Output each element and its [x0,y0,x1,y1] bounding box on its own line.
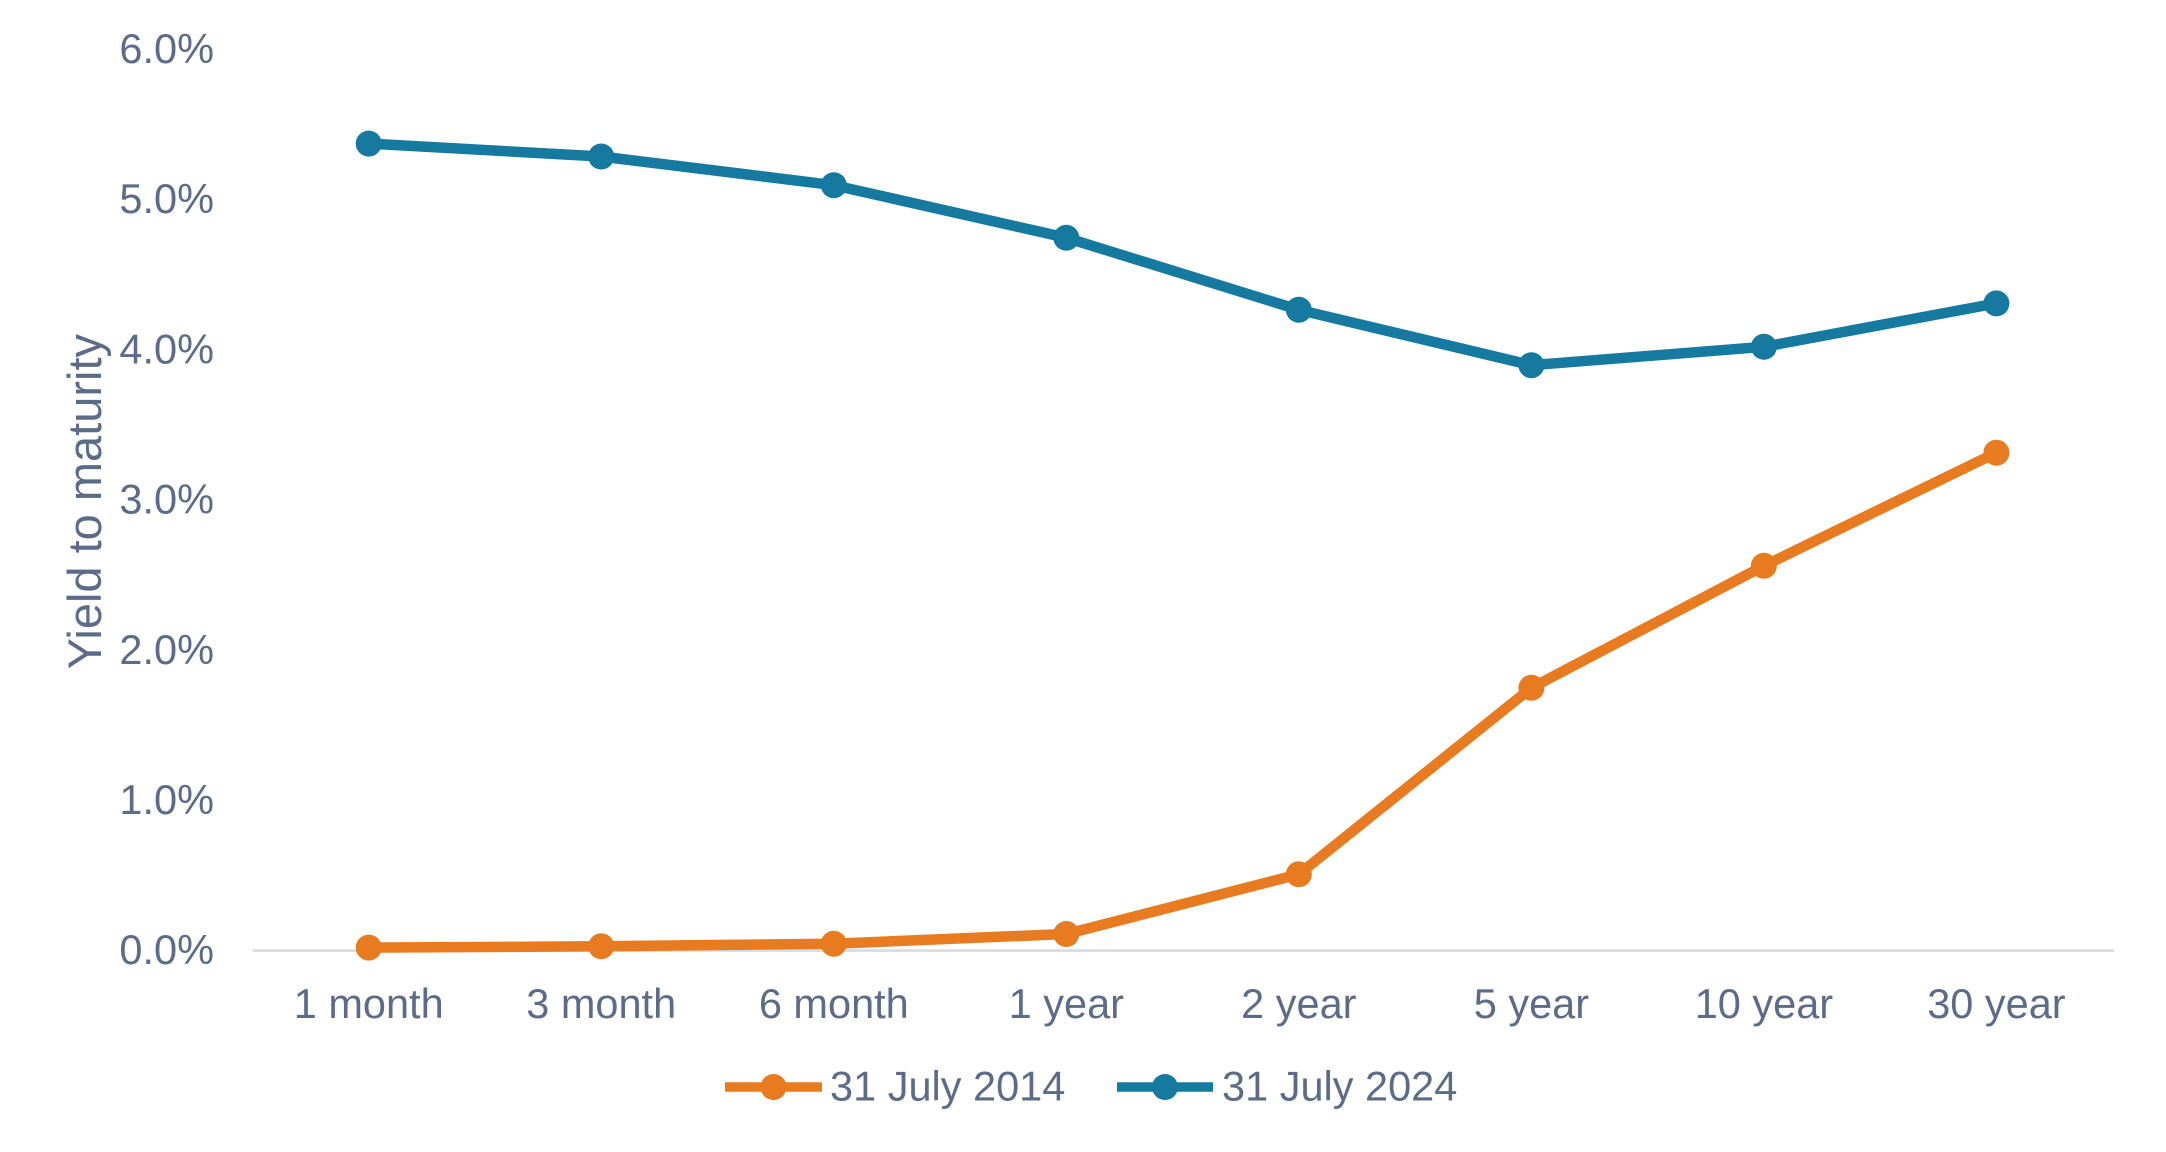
svg-text:31 July 2024: 31 July 2024 [1222,1063,1457,1110]
svg-text:1.0%: 1.0% [119,776,214,823]
svg-text:1 year: 1 year [1009,980,1125,1027]
svg-text:2 year: 2 year [1241,980,1357,1027]
svg-text:30 year: 30 year [1927,980,2066,1027]
svg-text:3.0%: 3.0% [119,476,214,523]
svg-text:3 month: 3 month [526,980,676,1027]
svg-text:5 year: 5 year [1474,980,1590,1027]
svg-text:1 month: 1 month [294,980,444,1027]
svg-text:6.0%: 6.0% [119,25,214,72]
svg-text:10 year: 10 year [1695,980,1834,1027]
svg-text:0.0%: 0.0% [119,926,214,973]
svg-text:31 July 2014: 31 July 2014 [830,1063,1065,1110]
svg-text:2.0%: 2.0% [119,626,214,673]
svg-text:6 month: 6 month [759,980,909,1027]
svg-text:5.0%: 5.0% [119,175,214,222]
svg-text:4.0%: 4.0% [119,325,214,372]
svg-text:Yield to maturity: Yield to maturity [58,333,111,669]
